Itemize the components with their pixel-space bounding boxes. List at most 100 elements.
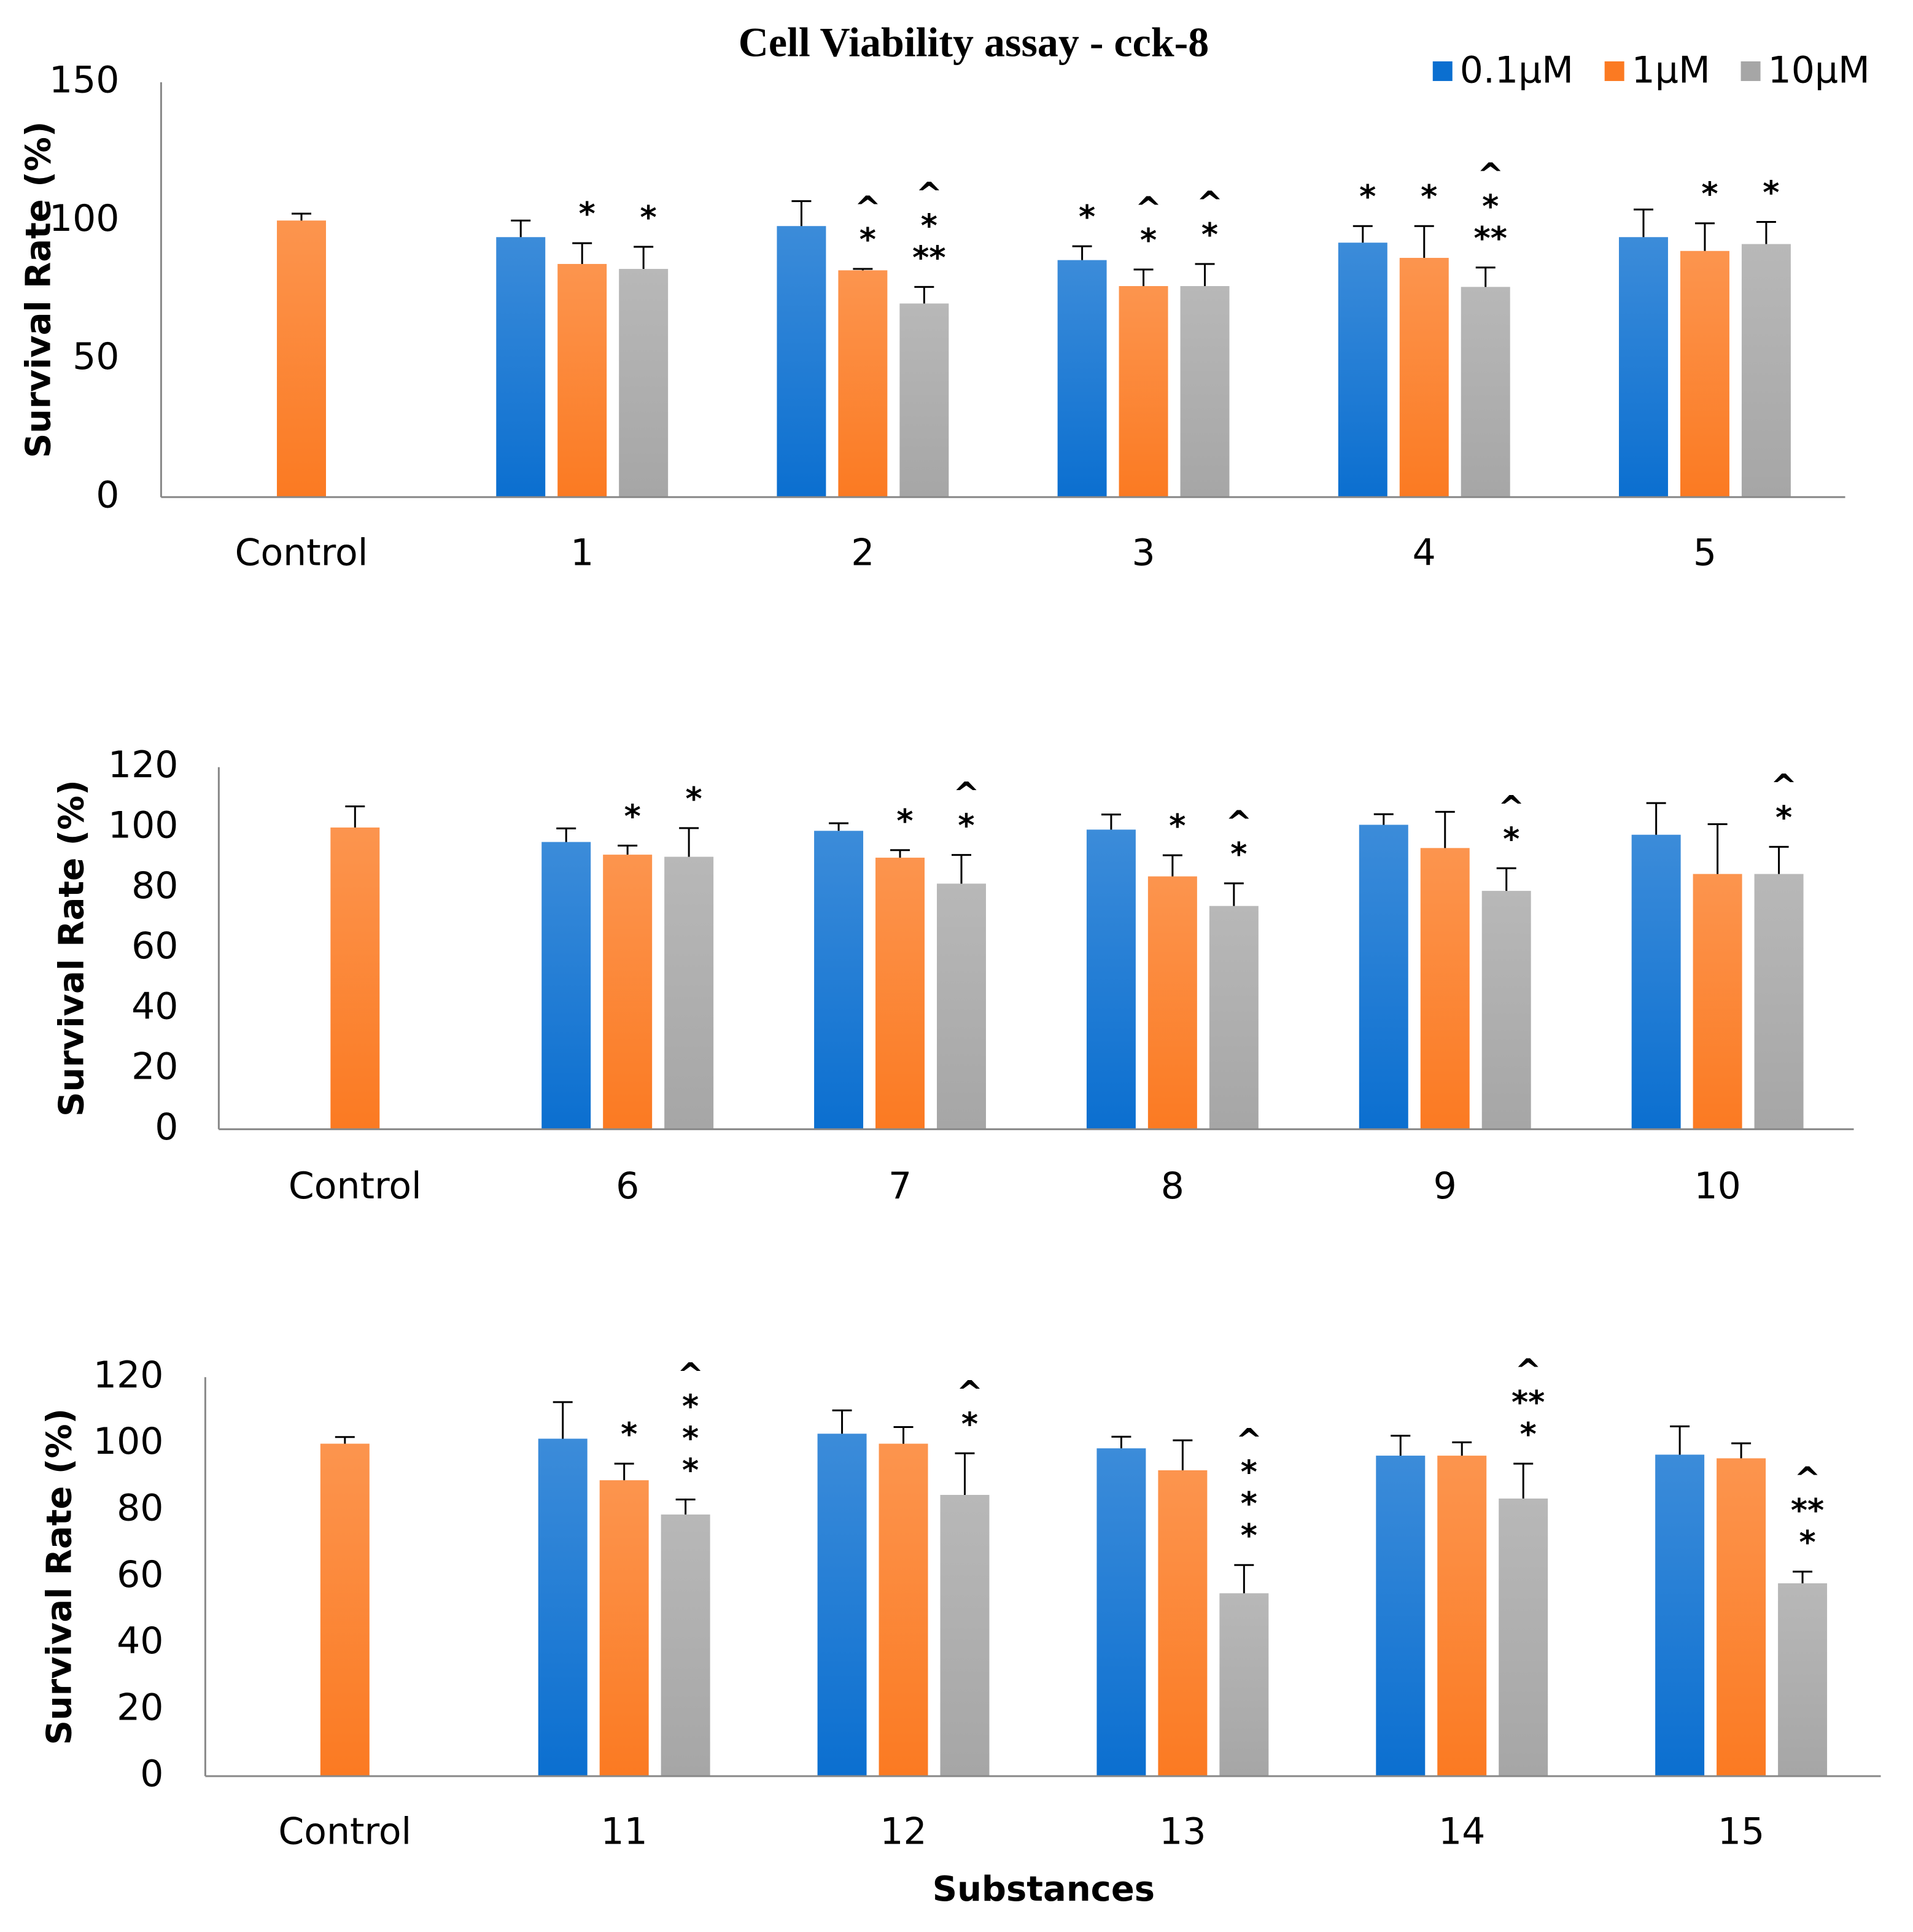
bar (1778, 1583, 1828, 1777)
bar (814, 831, 864, 1130)
error-bar (1452, 1441, 1472, 1456)
error-bar (1475, 266, 1496, 287)
error-bar (634, 246, 654, 270)
error-bar (1101, 813, 1121, 830)
bar (879, 1443, 928, 1777)
bar (1359, 824, 1408, 1130)
x-tick-label: Control (289, 1165, 422, 1208)
bar (661, 1514, 710, 1777)
x-tick-label: 2 (851, 531, 874, 574)
error-bar (675, 1499, 696, 1515)
error-bar (1670, 1425, 1690, 1455)
error-bar (1111, 1435, 1131, 1449)
significance-mark: * (1241, 1486, 1257, 1523)
x-tick-label: 12 (880, 1810, 926, 1853)
bar (1741, 244, 1791, 497)
error-bar (679, 827, 699, 857)
bar (1399, 258, 1449, 497)
bar (1461, 287, 1510, 497)
significance-mark: ** (912, 239, 945, 276)
error-bar (1133, 268, 1154, 286)
y-tick-label: 150 (49, 59, 119, 102)
y-tick-label: 20 (131, 1046, 178, 1088)
error-bar (1793, 1570, 1813, 1584)
bar (777, 226, 826, 497)
error-bar (1513, 1462, 1534, 1499)
y-tick-label: 60 (131, 925, 178, 968)
significance-mark: * (1421, 179, 1437, 215)
bar (1631, 834, 1681, 1130)
y-tick-label: 100 (108, 804, 178, 847)
significance-mark: * (1775, 799, 1792, 836)
y-tick-label: 100 (49, 197, 119, 240)
error-bar (1769, 845, 1789, 874)
x-tick-label: 9 (1434, 1165, 1457, 1208)
significance-mark: * (961, 1406, 978, 1443)
x-tick-label: 4 (1413, 531, 1436, 574)
bar (1499, 1498, 1548, 1777)
x-tick-label: 11 (601, 1810, 648, 1853)
bar (603, 855, 653, 1130)
significance-mark: ** (1511, 1384, 1545, 1421)
error-bar (553, 1401, 573, 1439)
error-bar (1435, 810, 1455, 848)
legend-label: 10µM (1768, 49, 1870, 92)
x-tick-label: 5 (1693, 531, 1717, 574)
x-tick-label: 1 (570, 531, 594, 574)
y-tick-label: 40 (131, 985, 178, 1028)
y-tick-label: 120 (93, 1354, 163, 1397)
significance-mark: * (1140, 222, 1157, 259)
bar (1147, 876, 1197, 1130)
significance-mark: * (621, 1416, 637, 1453)
bar (330, 827, 380, 1130)
significance-mark: * (1230, 836, 1247, 873)
significance-mark: ^ (957, 1374, 984, 1411)
bar (541, 842, 591, 1130)
significance-mark: * (579, 196, 596, 233)
x-tick-label: Control (278, 1810, 411, 1853)
error-bar (791, 200, 812, 227)
error-bar (914, 285, 934, 304)
error-bar (952, 854, 971, 884)
x-tick-label: 14 (1438, 1810, 1485, 1853)
error-bar (1694, 222, 1715, 251)
bar (1754, 874, 1804, 1130)
significance-mark: * (1359, 179, 1376, 215)
bar (1420, 848, 1470, 1130)
y-tick-label: 40 (117, 1620, 163, 1662)
bar (1717, 1458, 1766, 1777)
x-tick-label: Control (235, 531, 368, 574)
error-bar (1072, 245, 1092, 260)
error-bar (832, 1409, 852, 1434)
y-tick-label: 50 (72, 335, 119, 378)
x-tick-label: 13 (1159, 1810, 1206, 1853)
bar (1057, 260, 1107, 497)
significance-mark: * (1503, 821, 1519, 858)
significance-mark: * (1799, 1524, 1815, 1561)
x-tick-label: 6 (616, 1165, 639, 1208)
error-bar (1173, 1439, 1193, 1470)
error-bar (511, 219, 531, 238)
significance-mark: ^ (916, 176, 943, 212)
bar (1158, 1470, 1208, 1777)
significance-mark: * (1520, 1416, 1537, 1453)
error-bar (1391, 1435, 1411, 1456)
error-bar (1352, 225, 1373, 243)
error-bar (1707, 823, 1728, 874)
significance-mark: * (682, 1389, 699, 1426)
legend-swatch (1432, 61, 1453, 81)
significance-mark: * (686, 781, 702, 818)
bar (619, 269, 669, 497)
significance-mark: * (859, 222, 876, 258)
significance-mark: ^ (1197, 185, 1224, 222)
significance-mark: ^ (677, 1357, 704, 1394)
bar (1338, 242, 1387, 497)
significance-mark: ^ (1515, 1352, 1542, 1389)
bar (538, 1438, 588, 1777)
significance-mark: * (921, 208, 937, 244)
significance-mark: * (1763, 174, 1779, 211)
error-bar (335, 1436, 355, 1444)
error-bar (853, 268, 873, 271)
significance-mark: * (1079, 199, 1095, 236)
error-bar (572, 242, 592, 264)
